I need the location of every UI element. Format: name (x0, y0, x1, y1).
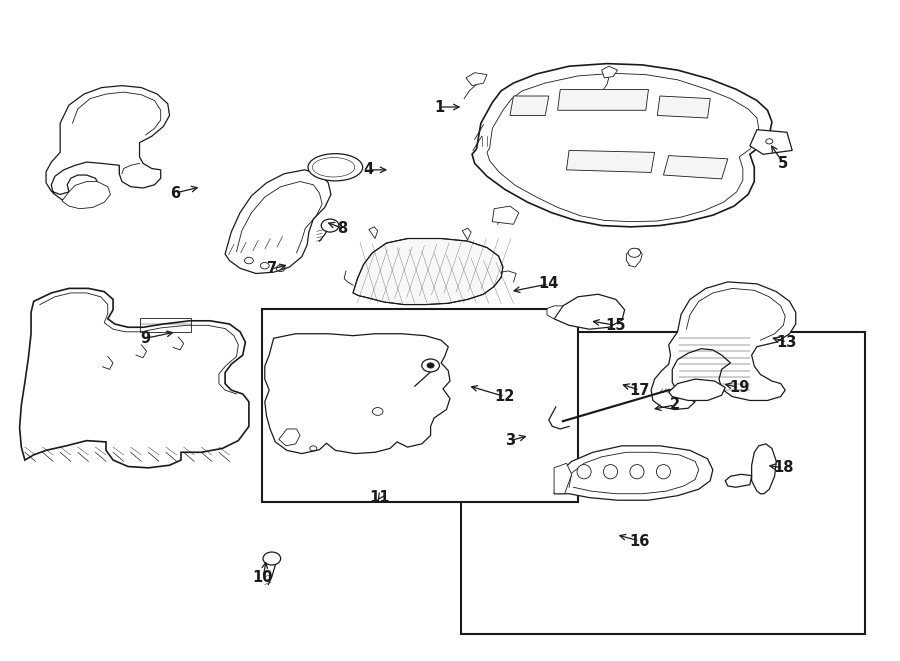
Circle shape (321, 219, 339, 232)
Polygon shape (265, 334, 450, 453)
Circle shape (428, 363, 434, 368)
Text: 11: 11 (369, 490, 390, 505)
Polygon shape (752, 444, 777, 494)
Polygon shape (651, 282, 796, 410)
Polygon shape (492, 206, 518, 224)
Polygon shape (472, 63, 772, 227)
Polygon shape (626, 249, 643, 267)
Polygon shape (558, 89, 648, 110)
Ellipse shape (630, 465, 644, 479)
Polygon shape (46, 86, 169, 202)
Text: 15: 15 (606, 318, 626, 333)
Text: 14: 14 (538, 276, 559, 292)
Polygon shape (725, 475, 752, 487)
Ellipse shape (577, 465, 591, 479)
Text: 9: 9 (140, 330, 151, 346)
Text: 6: 6 (170, 186, 180, 201)
Polygon shape (657, 96, 710, 118)
Circle shape (263, 552, 281, 565)
Text: 5: 5 (778, 156, 788, 171)
Polygon shape (62, 182, 111, 209)
Polygon shape (554, 463, 572, 494)
Polygon shape (663, 155, 728, 179)
Polygon shape (20, 288, 249, 468)
Circle shape (628, 249, 641, 257)
Polygon shape (750, 130, 792, 154)
Text: 16: 16 (629, 533, 650, 549)
Text: 1: 1 (435, 100, 445, 114)
Text: 17: 17 (629, 383, 650, 398)
Bar (140, 317, 191, 332)
Text: 12: 12 (494, 389, 515, 404)
Polygon shape (566, 151, 654, 173)
Bar (462, 332, 866, 634)
Ellipse shape (604, 465, 617, 479)
Text: 10: 10 (253, 570, 274, 586)
Polygon shape (669, 379, 725, 401)
Polygon shape (510, 96, 549, 116)
Polygon shape (353, 239, 503, 305)
Polygon shape (554, 446, 713, 500)
Circle shape (422, 359, 439, 372)
Ellipse shape (656, 465, 670, 479)
Text: 8: 8 (338, 221, 347, 236)
Polygon shape (466, 73, 487, 86)
Ellipse shape (308, 153, 363, 181)
Bar (262, 309, 578, 502)
Text: 18: 18 (773, 460, 794, 475)
Polygon shape (554, 294, 625, 329)
Polygon shape (602, 66, 617, 78)
Text: 2: 2 (670, 397, 680, 412)
Text: 3: 3 (505, 433, 515, 448)
Polygon shape (547, 306, 562, 319)
Text: 7: 7 (266, 262, 277, 276)
Text: 4: 4 (364, 163, 374, 177)
Text: 13: 13 (777, 334, 797, 350)
Polygon shape (225, 170, 331, 274)
Polygon shape (279, 429, 300, 446)
Text: 19: 19 (729, 380, 750, 395)
